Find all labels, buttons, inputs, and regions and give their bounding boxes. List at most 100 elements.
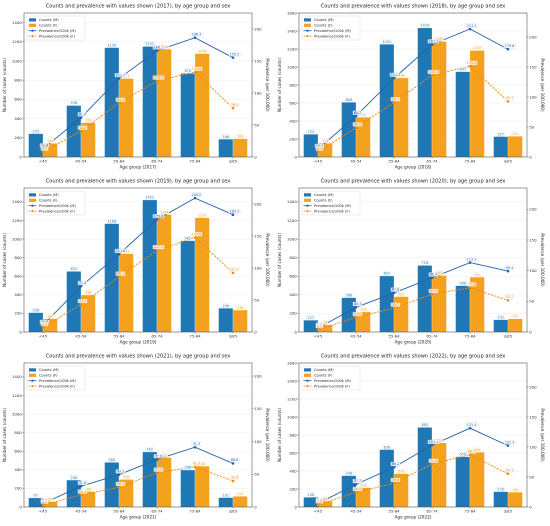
bar-counts-f-over-85 [232, 496, 248, 508]
bar-label-counts-m-75-84: 870 [185, 69, 191, 73]
bar-label-counts-f-75-84-box [197, 49, 208, 54]
chart-panel-1: 2435361139115187018614135881711241076189… [2, 4, 270, 170]
bar-label-counts-m-65-74: 1151 [146, 42, 154, 46]
point-prevalence-100k-f-over-85 [231, 479, 235, 483]
x-tick-label: 45-54 [75, 334, 87, 339]
point-prevalence-100k-f-55-64 [392, 101, 396, 104]
point-prevalence-100k-m-65-74 [430, 276, 434, 280]
y-tick-label: 800 [289, 255, 297, 260]
plot-frame [23, 187, 253, 333]
point-prevalence-100k-m-45-54 [79, 116, 83, 120]
bar-label-counts-f-65-74: 1283 [435, 37, 443, 41]
y-tick-label: 1600 [287, 360, 297, 365]
point-label-prevalence-100k-f-over-85-box [504, 294, 515, 300]
bar-label-counts-f-under-45-box [322, 320, 329, 325]
y-tick-label: 600 [14, 97, 22, 102]
point-label-prevalence-100k-m-over-85: 179.6 [505, 44, 514, 48]
point-label-prevalence-100k-f-under-45: 7.9 [42, 147, 47, 151]
point-label-prevalence-100k-f-over-85: 92.7 [506, 96, 513, 100]
bar-label-counts-m-45-54: 536 [71, 101, 77, 105]
bar-label-counts-m-65-74: 716 [422, 261, 428, 265]
bar-label-counts-f-65-74: 1264 [160, 210, 168, 214]
bar-label-counts-f-75-84: 1076 [198, 49, 206, 53]
x-tick-label: 55-64 [113, 159, 125, 164]
point-label-prevalence-100k-f-45-54: 40.6 [79, 126, 86, 130]
bar-label-counts-f-55-64: 370 [398, 469, 404, 473]
point-prevalence-100k-m-45-54 [79, 285, 83, 288]
bar-label-counts-f-under-45: 76 [323, 321, 327, 325]
x-tick-label: 65-74 [426, 509, 438, 514]
legend-swatch-counts-f [29, 373, 36, 377]
legend-label-prevalence-100k-m: Prevalence/100k (M) [39, 204, 77, 208]
y-tick-label: 400 [14, 116, 22, 121]
point-prevalence-100k-m-45-54 [79, 484, 83, 488]
point-prevalence-100k-m-75-84 [468, 27, 472, 31]
y2-tick-label: 100 [529, 94, 537, 99]
x-tick-label: 75-84 [464, 159, 476, 164]
point-label-prevalence-100k-f-75-84-box [465, 60, 478, 66]
y2-tick-label: 0 [254, 504, 257, 509]
bar-label-counts-m-over-85: 186 [223, 135, 229, 139]
x-axis-label: Age group (2018) [395, 165, 432, 170]
point-label-prevalence-100k-f-65-74-box [152, 244, 165, 250]
point-prevalence-100k-f-under-45 [316, 328, 320, 331]
point-label-prevalence-100k-m-55-64-box [390, 461, 401, 467]
bar-label-counts-m-45-54: 348 [346, 471, 352, 475]
bar-label-counts-m-under-45-box [31, 308, 40, 313]
point-label-prevalence-100k-m-over-85-box [503, 43, 516, 49]
point-prevalence-100k-f-55-64 [117, 275, 121, 279]
y2-tick-label: 100 [254, 90, 262, 95]
point-label-prevalence-100k-f-65-74-box [153, 467, 164, 472]
x-tick-label: 65-74 [151, 509, 163, 514]
y2-tick-label: 200 [254, 26, 262, 31]
bar-label-counts-m-under-45-box [32, 493, 39, 498]
point-prevalence-100k-m-55-64 [392, 76, 396, 80]
y-tick-label: 800 [14, 430, 22, 435]
y-axis-label: Number of cases (counts) [2, 408, 7, 462]
legend-label-prevalence-100k-f: Prevalence/100k (F) [39, 34, 75, 38]
point-label-prevalence-100k-f-55-64-box [115, 97, 126, 102]
line-prevalence-100k-m [317, 427, 509, 504]
bar-counts-m-over-85 [218, 139, 234, 158]
y2-tick-label: 200 [254, 373, 262, 378]
bar-label-counts-f-75-84: 440 [199, 462, 205, 466]
bar-label-counts-f-55-64-box [397, 469, 406, 474]
bar-label-counts-f-75-84: 591 [474, 273, 480, 277]
bar-counts-m-over-85 [493, 319, 509, 333]
point-prevalence-100k-m-75-84 [193, 196, 197, 200]
point-prevalence-100k-m-75-84 [468, 426, 472, 430]
bar-label-counts-f-45-54-box [359, 483, 368, 488]
bar-label-counts-f-over-85-box [511, 314, 520, 319]
x-tick-label: 65-74 [426, 159, 438, 164]
point-label-prevalence-100k-m-55-64-box [390, 287, 401, 292]
point-label-prevalence-100k-f-over-85: 92.4 [231, 268, 238, 272]
bar-label-counts-f-75-84: 1229 [198, 214, 206, 218]
y-tick-label: 1600 [287, 10, 297, 15]
bar-label-counts-f-over-85: 114 [237, 492, 243, 496]
bar-counts-m-55-64 [104, 47, 120, 158]
point-prevalence-100k-m-over-85 [506, 47, 510, 51]
chart-title: Counts and prevalence with values shown … [321, 4, 506, 10]
x-tick-label: ≥85 [229, 509, 238, 514]
x-tick-label: 55-64 [388, 159, 400, 164]
point-label-prevalence-100k-f-under-45: 4.1 [317, 324, 322, 328]
x-axis-label: Age group (2019) [120, 340, 157, 345]
bar-label-counts-f-under-45: 141 [47, 139, 53, 143]
point-label-prevalence-100k-m-65-74-box [428, 272, 439, 277]
line-prevalence-100k-f [42, 71, 234, 153]
point-label-prevalence-100k-f-55-64-box [115, 271, 126, 276]
legend-label-counts-m: Counts (M) [39, 18, 59, 22]
legend-swatch-counts-m [304, 18, 311, 22]
bar-label-counts-m-65-74: 884 [422, 423, 428, 427]
point-prevalence-100k-f-under-45 [316, 150, 320, 154]
y2-tick-label: 200 [529, 34, 537, 39]
point-label-prevalence-100k-m-over-85: 183.3 [230, 209, 239, 213]
x-tick-label: 75-84 [464, 334, 476, 339]
point-label-prevalence-100k-m-55-64: 49.3 [117, 470, 124, 474]
bar-counts-m-over-85 [493, 491, 509, 508]
bar-label-counts-m-over-85-box [221, 134, 230, 139]
bar-label-counts-m-75-84-box [183, 465, 192, 470]
bar-label-counts-m-45-54-box [69, 266, 78, 272]
point-label-prevalence-100k-f-under-45: 3.8 [317, 500, 322, 504]
bar-label-counts-m-65-74-box [145, 447, 154, 452]
